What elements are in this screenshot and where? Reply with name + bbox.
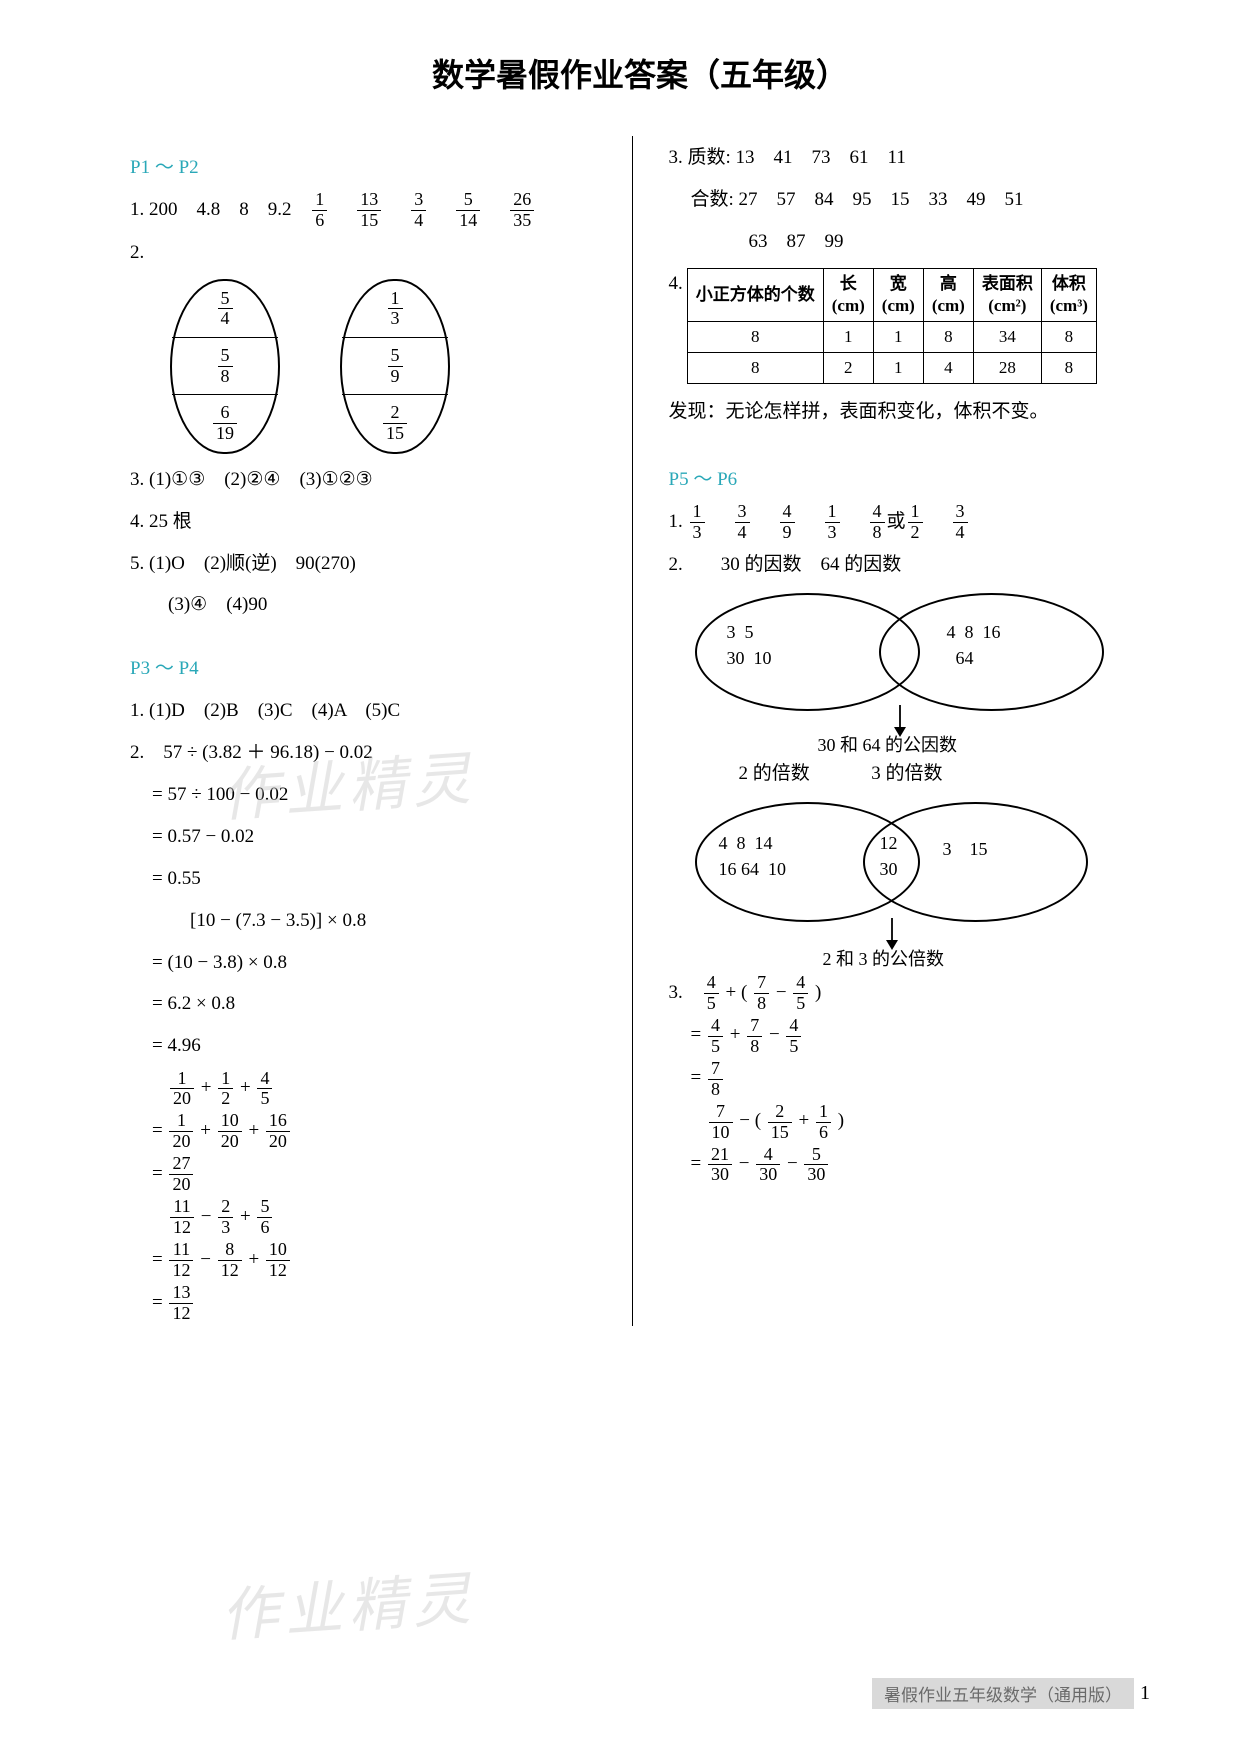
comps-line2: 63 87 99 (669, 222, 1151, 262)
p1p2-line4: 4. 25 根 (130, 502, 612, 542)
td: 8 (923, 321, 973, 352)
th: 体积(cm³) (1041, 268, 1096, 321)
th: 小正方体的个数 (687, 268, 823, 321)
comp-label: 合数: (691, 189, 734, 210)
oval-cell: 619 (172, 394, 278, 451)
ovals-wrap: 5458619 1359215 (170, 279, 612, 454)
fracblock2-l1: 1112 − 23 + 56 (130, 1197, 612, 1238)
venn2-heads: 2 的倍数 3 的倍数 (739, 754, 1151, 794)
oval-cell: 215 (342, 394, 448, 451)
fracblock1-l3: = 2720 (130, 1154, 612, 1195)
td: 8 (687, 352, 823, 383)
calc1-b: = 57 ÷ 100 − 0.02 (130, 775, 612, 815)
data-table: 小正方体的个数长(cm)宽(cm)高(cm)表面积(cm²)体积(cm³)811… (687, 268, 1097, 384)
text: 1. 200 4.8 8 9.2 (130, 199, 292, 220)
th: 长(cm) (823, 268, 873, 321)
venn2-mid: 12 30 (880, 830, 898, 882)
calc2-c: = 6.2 × 0.8 (130, 984, 612, 1024)
section-p1p2: P1 ～ P2 (130, 148, 612, 188)
td: 1 (823, 321, 873, 352)
td: 8 (1041, 352, 1096, 383)
section-p3p4: P3 ～ P4 (130, 649, 612, 689)
oval-cell: 13 (342, 281, 448, 337)
footer-label: 暑假作业五年级数学（通用版） (872, 1678, 1134, 1709)
q3-l5: = 2130 − 430 − 530 (669, 1144, 1151, 1185)
venn-2: 4 8 14 16 64 10 12 30 3 15 2 和 3 的公倍数 (683, 796, 1123, 971)
p5p6-line1: 1. 1334491348或1234 (669, 502, 1151, 543)
v2-hl: 2 的倍数 (739, 763, 810, 784)
q3-l2: = 45 + 78 − 45 (669, 1015, 1151, 1056)
th: 高(cm) (923, 268, 973, 321)
p3p4-line1: 1. (1)D (2)B (3)C (4)A (5)C (130, 691, 612, 731)
comps-line1: 合数: 27 57 84 95 15 33 49 51 (669, 180, 1151, 220)
venn2-left: 4 8 14 16 64 10 (719, 830, 787, 882)
th: 表面积(cm²) (973, 268, 1041, 321)
q4: 4. 小正方体的个数长(cm)宽(cm)高(cm)表面积(cm²)体积(cm³)… (669, 264, 1151, 384)
p1p2-line5a: 5. (1)O (2)顺(逆) 90(270) (130, 544, 612, 584)
q3-l1: 3. 45 + ( 78 − 45 ) (669, 973, 1151, 1014)
page-title: 数学暑假作业答案（五年级） (130, 50, 1150, 96)
finding: 发现：无论怎样拼，表面积变化，体积不变。 (669, 392, 1151, 432)
v2-hr: 3 的倍数 (871, 763, 942, 784)
p1p2-line3: 3. (1)①③ (2)②④ (3)①②③ (130, 460, 612, 500)
right-column: 3. 质数: 13 41 73 61 11 合数: 27 57 84 95 15… (663, 136, 1151, 1326)
oval-cell: 59 (342, 337, 448, 394)
p1p2-line5b: (3)④ (4)90 (130, 585, 612, 625)
venn2-right: 3 15 (943, 836, 988, 862)
calc1-d: = 0.55 (130, 859, 612, 899)
q3-l4: 710 − ( 215 + 16 ) (669, 1101, 1151, 1142)
td: 2 (823, 352, 873, 383)
fracblock2-l2: = 1112 − 812 + 1012 (130, 1240, 612, 1281)
comps1: 27 57 84 95 15 33 49 51 (739, 189, 1024, 210)
p1p2-line2-label: 2. (130, 233, 612, 273)
oval-1: 5458619 (170, 279, 280, 454)
p1p2-line1: 1. 200 4.8 8 9.2 161315345142635 (130, 190, 612, 231)
venn2-caption: 2 和 3 的公倍数 (823, 946, 945, 972)
td: 8 (1041, 321, 1096, 352)
left-column: P1 ～ P2 1. 200 4.8 8 9.2 161315345142635… (130, 136, 633, 1326)
prime-label: 3. 质数: (669, 147, 731, 168)
footer: 暑假作业五年级数学（通用版） 1 (872, 1678, 1150, 1709)
footer-page: 1 (1140, 1682, 1150, 1705)
q3-l3: = 78 (669, 1058, 1151, 1099)
columns: P1 ～ P2 1. 200 4.8 8 9.2 161315345142635… (130, 136, 1150, 1326)
venn-1: 3 5 30 10 4 8 16 64 30 和 64 的公因数 (683, 587, 1123, 752)
primes: 13 41 73 61 11 (736, 147, 906, 168)
calc2-a: [10 − (7.3 − 3.5)] × 0.8 (130, 901, 612, 941)
td: 8 (687, 321, 823, 352)
td: 4 (923, 352, 973, 383)
primes-line: 3. 质数: 13 41 73 61 11 (669, 138, 1151, 178)
q4-label: 4. (669, 264, 683, 304)
fracblock1-l1: 120 + 12 + 45 (130, 1068, 612, 1109)
oval-cell: 54 (172, 281, 278, 337)
fracblock2-l3: = 1312 (130, 1283, 612, 1324)
page-root: 数学暑假作业答案（五年级） P1 ～ P2 1. 200 4.8 8 9.2 1… (0, 0, 1250, 1755)
venn1-right: 4 8 16 64 (947, 619, 1001, 671)
td: 1 (873, 321, 923, 352)
oval-2: 1359215 (340, 279, 450, 454)
calc1-c: = 0.57 − 0.02 (130, 817, 612, 857)
td: 1 (873, 352, 923, 383)
calc1-a: 2. 57 ÷ (3.82 ＋ 96.18) − 0.02 (130, 733, 612, 773)
fracblock1-l2: = 120 + 1020 + 1620 (130, 1111, 612, 1152)
th: 宽(cm) (873, 268, 923, 321)
watermark-2: 作业精灵 (217, 1551, 478, 1653)
calc2-d: = 4.96 (130, 1026, 612, 1066)
td: 28 (973, 352, 1041, 383)
venn1-caption: 30 和 64 的公因数 (818, 732, 958, 758)
td: 34 (973, 321, 1041, 352)
p5p6-line2: 2. 30 的因数 64 的因数 (669, 545, 1151, 585)
oval-cell: 58 (172, 337, 278, 394)
calc2-b: = (10 − 3.8) × 0.8 (130, 943, 612, 983)
section-p5p6: P5 ～ P6 (669, 460, 1151, 500)
venn1-left: 3 5 30 10 (727, 619, 772, 671)
